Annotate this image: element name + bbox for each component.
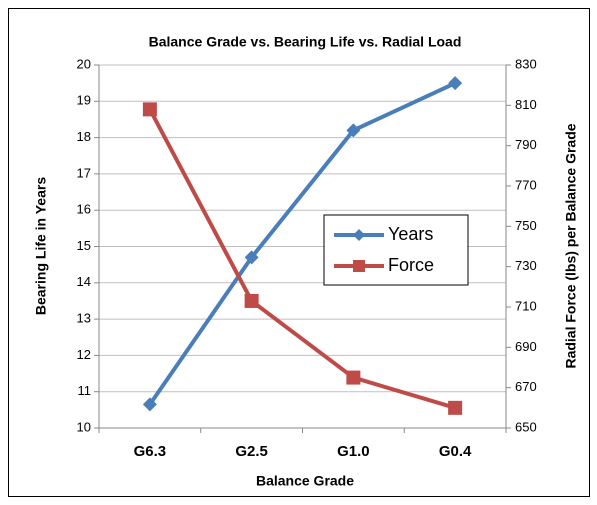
y-tick-label: 20 bbox=[77, 56, 91, 71]
y-tick-label: 13 bbox=[77, 311, 91, 326]
chart-frame bbox=[8, 8, 590, 497]
legend-box bbox=[323, 214, 469, 286]
y-tick-label: 19 bbox=[77, 93, 91, 108]
y2-tick-label: 830 bbox=[515, 56, 537, 71]
y-tick-label: 12 bbox=[77, 347, 91, 362]
series-line bbox=[148, 81, 456, 406]
marker bbox=[448, 76, 463, 91]
y2-tick-label: 790 bbox=[515, 137, 537, 152]
y-tick-label: 18 bbox=[77, 129, 91, 144]
y2-tick-label: 690 bbox=[515, 339, 537, 354]
marker bbox=[448, 400, 463, 415]
x-tick-label: G2.5 bbox=[235, 443, 268, 460]
y2-tick-label: 650 bbox=[515, 419, 537, 434]
x-axis-label: Balance Grade bbox=[256, 473, 354, 489]
legend-label: Years bbox=[388, 224, 433, 244]
y-tick-label: 10 bbox=[77, 419, 91, 434]
y2-tick-label: 710 bbox=[515, 298, 537, 313]
x-tick-label: G6.3 bbox=[134, 443, 167, 460]
legend-marker bbox=[353, 260, 365, 272]
y2-axis-label: Radial Force (lbs) per Balance Grade bbox=[563, 123, 579, 368]
y-tick-label: 15 bbox=[77, 238, 91, 253]
y2-tick-label: 810 bbox=[515, 97, 537, 112]
y-axis-label: Bearing Life in Years bbox=[33, 177, 49, 315]
y2-tick-label: 750 bbox=[515, 218, 537, 233]
y-tick-label: 11 bbox=[78, 383, 92, 398]
y2-tick-label: 670 bbox=[515, 379, 537, 394]
marker bbox=[244, 250, 259, 265]
x-tick-label: G1.0 bbox=[337, 443, 370, 460]
marker bbox=[142, 102, 157, 117]
legend-marker bbox=[353, 229, 365, 241]
y2-tick-label: 730 bbox=[515, 258, 537, 273]
y-tick-label: 14 bbox=[77, 274, 91, 289]
marker bbox=[346, 123, 361, 138]
y-tick-label: 16 bbox=[77, 202, 91, 217]
series-line bbox=[148, 108, 456, 410]
marker bbox=[346, 370, 361, 385]
legend: Years Force bbox=[323, 214, 469, 286]
chart-title: Balance Grade vs. Bearing Life vs. Radia… bbox=[149, 34, 462, 50]
marker bbox=[244, 293, 259, 308]
x-tick-label: G0.4 bbox=[439, 443, 472, 460]
y-tick-label: 17 bbox=[77, 165, 91, 180]
marker bbox=[142, 397, 157, 412]
y2-tick-label: 770 bbox=[515, 177, 537, 192]
legend-label: Force bbox=[388, 255, 434, 275]
